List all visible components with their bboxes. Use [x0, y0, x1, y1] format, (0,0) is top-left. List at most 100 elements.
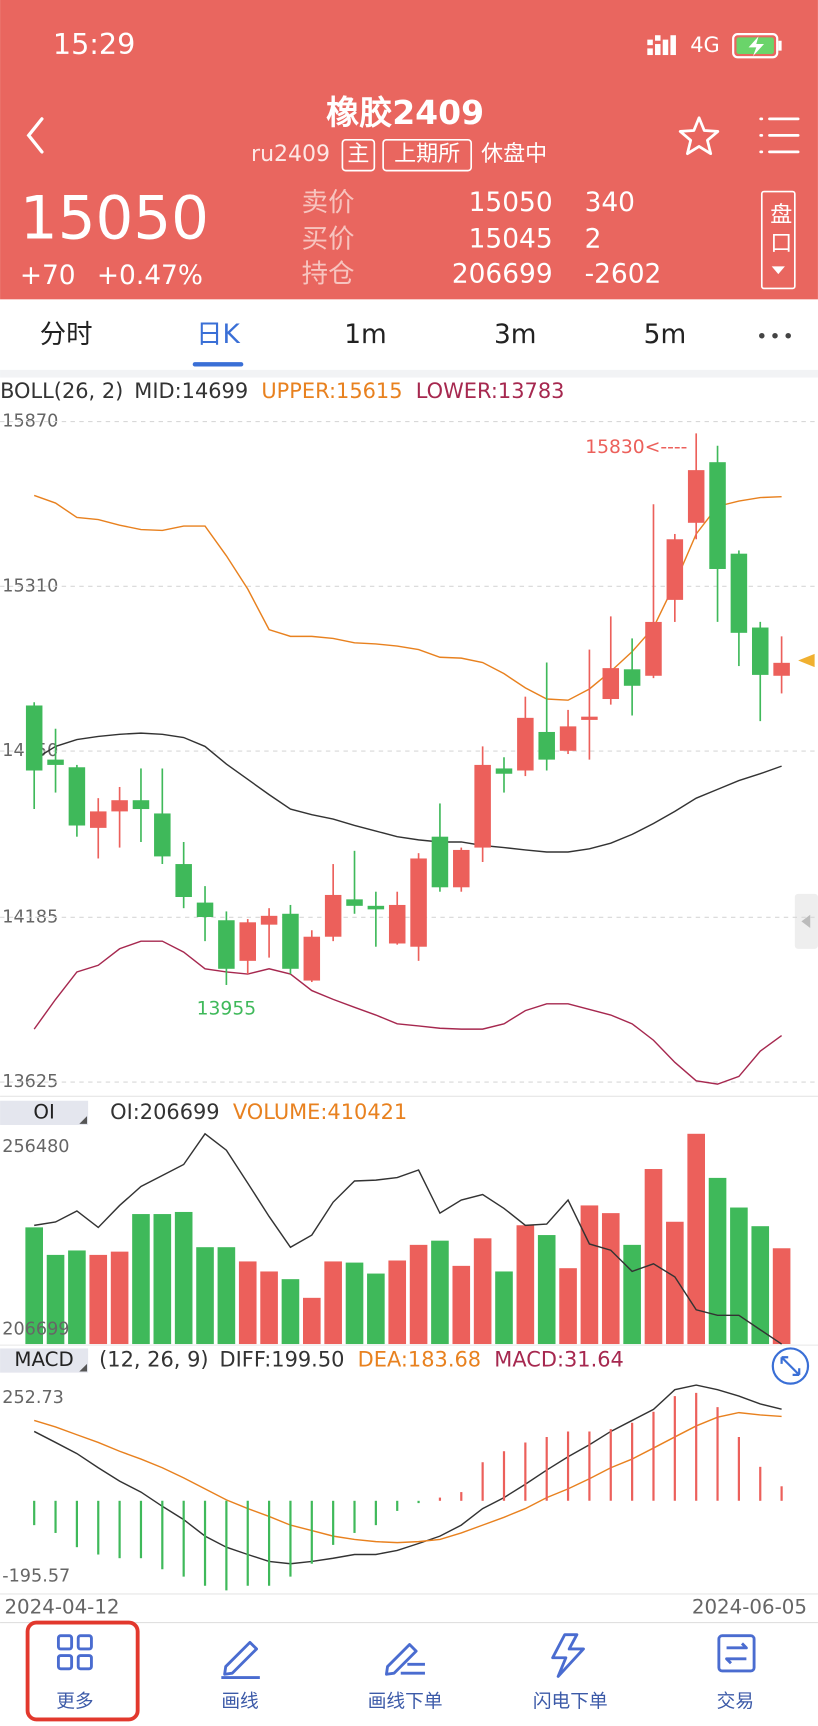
indicator-line: [33, 732, 782, 853]
quote-volume: 340: [585, 187, 635, 218]
volume-bar: [666, 1221, 684, 1345]
candle-body: [111, 800, 128, 812]
nav-icons: [56, 1633, 756, 1679]
legend-entry: LOWER:13783: [416, 379, 565, 403]
status-network: 4G: [690, 33, 720, 57]
min-annotation: 13955: [197, 999, 256, 1020]
expand-button[interactable]: [771, 1347, 810, 1385]
candle-body: [410, 858, 427, 947]
nav-label[interactable]: 更多: [56, 1691, 93, 1712]
volume-bar: [153, 1214, 172, 1345]
candle-body: [474, 764, 491, 848]
candle-body: [581, 716, 598, 720]
candle-body: [517, 717, 534, 771]
tab[interactable]: 分时: [40, 319, 93, 350]
indicator-line: [33, 1411, 782, 1544]
candle-body: [154, 813, 171, 857]
y-tick-label: 252.73: [2, 1388, 64, 1408]
y-tick-label: 206699: [2, 1320, 69, 1340]
candle-body: [282, 913, 299, 969]
legend-entry: DEA:183.68: [358, 1348, 481, 1372]
volume-bar: [46, 1254, 65, 1345]
more-tabs[interactable]: [759, 332, 791, 339]
order-book-label: 盘口: [766, 203, 792, 260]
order-book-button[interactable]: [760, 190, 796, 290]
divider: [0, 369, 818, 378]
volume-bar: [25, 1227, 43, 1345]
candle-body: [730, 553, 748, 633]
price-change-pct: +0.47%: [97, 260, 203, 291]
indicator-button[interactable]: [0, 1100, 89, 1125]
candle-body: [453, 849, 470, 888]
volume-bar: [516, 1225, 535, 1345]
volume-bar: [580, 1205, 599, 1345]
candle-body: [68, 767, 86, 826]
candle-body: [495, 768, 513, 774]
quote-price: 15045: [469, 223, 553, 254]
volume-bar: [687, 1133, 705, 1345]
indicator-name: BOLL(26, 2): [0, 379, 123, 403]
indicator-name: (12, 26, 9): [99, 1348, 208, 1372]
candle-body: [431, 836, 449, 888]
quote-label: 持仓: [302, 259, 355, 290]
nav-label[interactable]: 画线下单: [368, 1691, 443, 1712]
tag: 主: [347, 142, 369, 167]
quote-volume: 2: [585, 223, 602, 254]
candle-body: [666, 539, 684, 600]
nav-label[interactable]: 交易: [717, 1691, 754, 1712]
volume-bar: [644, 1169, 663, 1345]
candle-body: [388, 904, 406, 944]
price-pointer: [798, 653, 815, 668]
contract-code: ru2409: [251, 142, 330, 167]
candle-body: [239, 922, 256, 961]
indicator-button-label: OI: [33, 1100, 54, 1123]
battery-icon: [732, 33, 782, 59]
candle-body: [25, 705, 43, 771]
volume-bar: [281, 1279, 300, 1345]
legend-entry: OI:206699: [110, 1100, 219, 1124]
volume-bar: [708, 1177, 727, 1345]
candle-body: [367, 905, 385, 910]
nav-label[interactable]: 闪电下单: [533, 1691, 608, 1712]
back-button[interactable]: [26, 117, 44, 154]
volume-bar: [559, 1268, 577, 1345]
volume-bar: [68, 1250, 86, 1345]
candle-body: [709, 462, 726, 569]
volume-bar: [452, 1265, 471, 1345]
dropdown-arrow: [79, 1363, 88, 1372]
legend-entry: MID:14699: [134, 379, 248, 403]
x-tick-label: 2024-04-12: [4, 1596, 119, 1619]
candle-body: [218, 920, 235, 969]
highlight-box: [25, 1620, 140, 1722]
indicator-button[interactable]: [0, 1348, 89, 1373]
volume-bar: [772, 1248, 791, 1345]
tab[interactable]: 1m: [344, 319, 387, 350]
candle-body: [196, 902, 214, 918]
indicator-line: [33, 494, 782, 701]
volume-bar: [730, 1207, 748, 1345]
volume-bar: [174, 1211, 193, 1345]
title: 橡胶2409: [326, 93, 484, 132]
nav-label[interactable]: 画线: [221, 1691, 258, 1712]
tab[interactable]: 5m: [644, 319, 687, 350]
tab-underline: [192, 362, 244, 367]
status-time: 15:29: [53, 27, 135, 61]
market-status: 休盘中: [481, 142, 547, 167]
volume-bar: [601, 1213, 620, 1345]
volume-bar: [132, 1214, 150, 1345]
volume-bar: [110, 1251, 129, 1345]
side-handle-arrow: [801, 914, 811, 928]
candle-body: [346, 899, 363, 906]
candle-body: [47, 759, 64, 765]
tag-box: [382, 138, 473, 172]
menu-button[interactable]: [759, 117, 800, 154]
favorite-button[interactable]: [678, 116, 720, 156]
tab[interactable]: 3m: [494, 319, 537, 350]
tab[interactable]: 日K: [196, 319, 240, 350]
quote-label: 买价: [302, 223, 355, 254]
quote-volume: -2602: [585, 259, 662, 290]
volume-bar: [302, 1297, 321, 1345]
legend-entry: UPPER:15615: [261, 379, 402, 403]
candle-body: [645, 621, 662, 676]
